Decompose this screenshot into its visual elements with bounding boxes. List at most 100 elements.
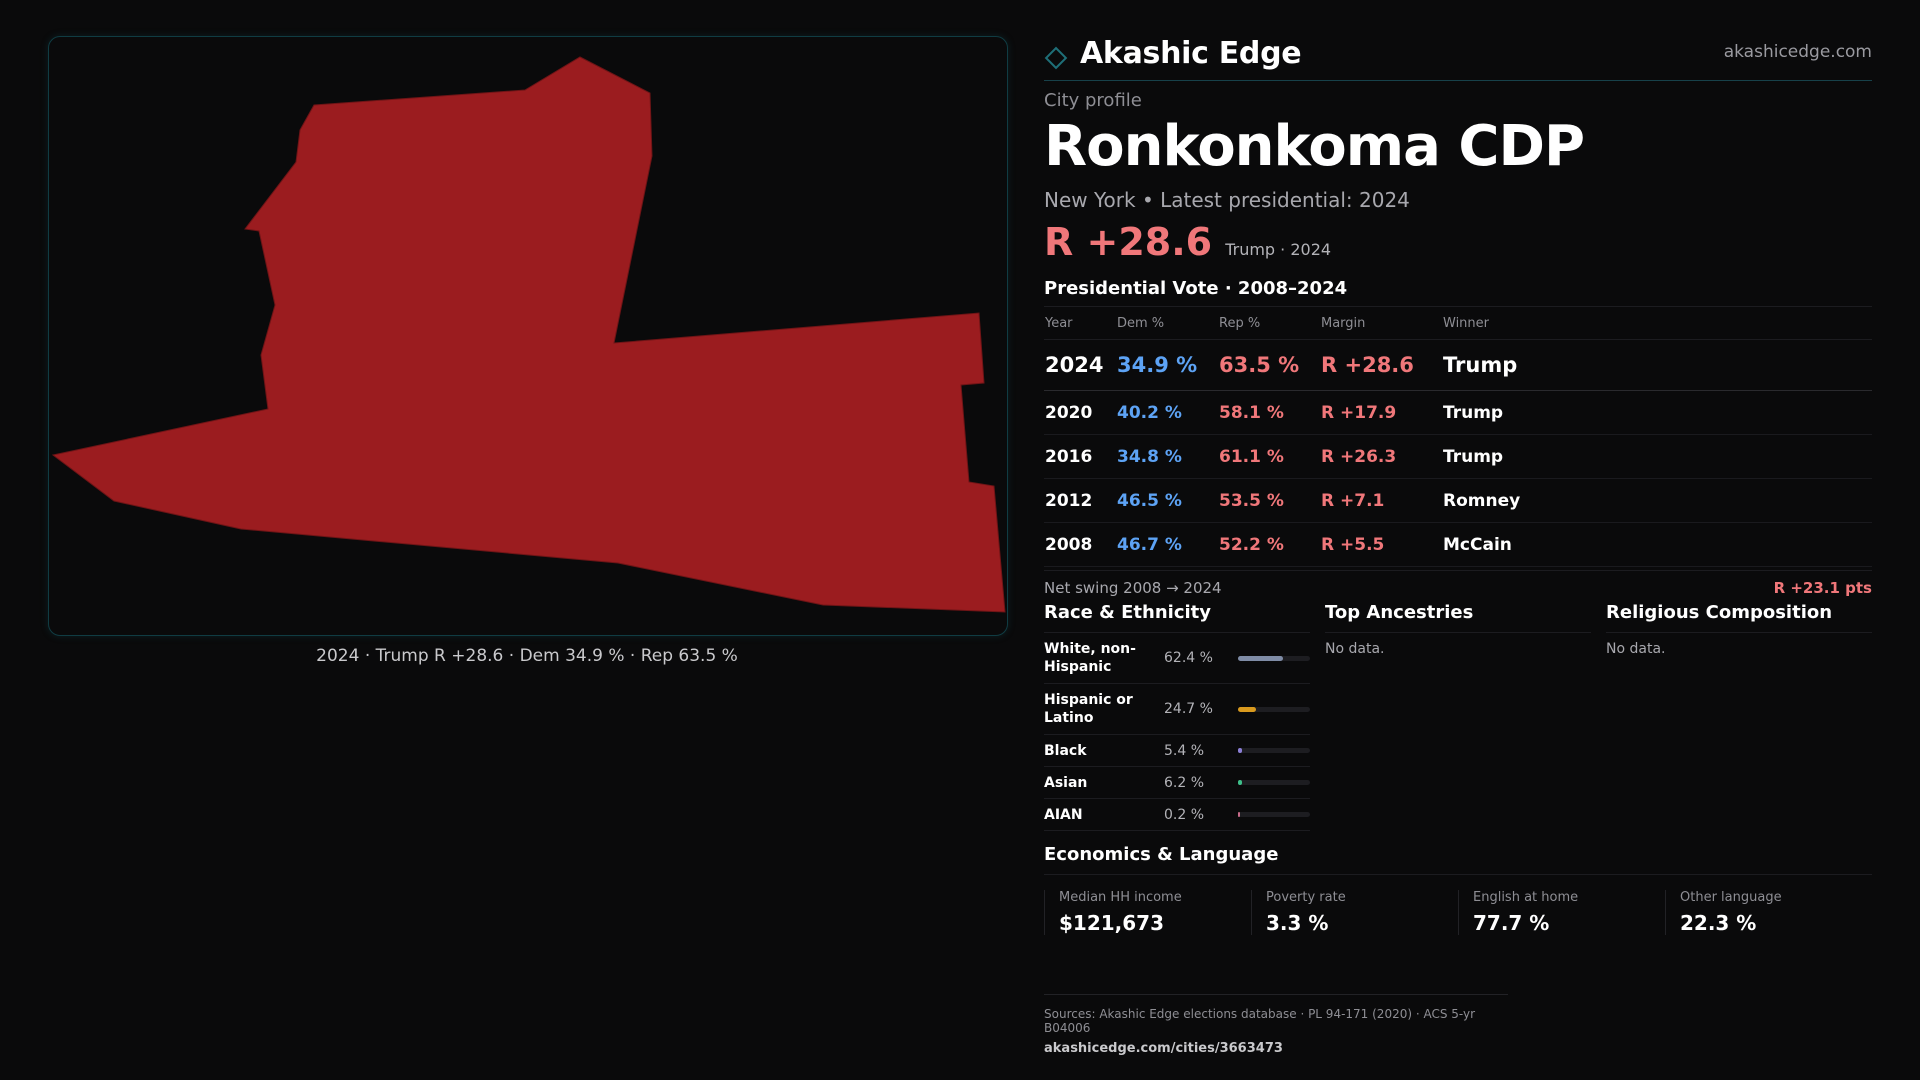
row-winner: Trump xyxy=(1442,434,1872,479)
table-row: 2008 46.7 % 52.2 % R +5.5 McCain xyxy=(1044,522,1872,567)
map-caption: 2024 · Trump R +28.6 · Dem 34.9 % · Rep … xyxy=(316,646,738,666)
page-kicker: City profile xyxy=(1044,90,1142,111)
row-margin: R +17.9 xyxy=(1320,390,1442,435)
net-swing: Net swing 2008 → 2024 R +23.1 pts xyxy=(1044,570,1872,597)
map-frame xyxy=(48,36,1008,636)
presidential-vote-table: Year Dem % Rep % Margin Winner 2024 34.9… xyxy=(1044,306,1872,567)
net-swing-value: R +23.1 pts xyxy=(1773,579,1872,597)
row-winner: Romney xyxy=(1442,478,1872,523)
row-year: 2008 xyxy=(1044,522,1116,567)
net-swing-label: Net swing 2008 → 2024 xyxy=(1044,579,1222,597)
stat-label: Other language xyxy=(1680,890,1782,905)
race-row: Hispanic or Latino 24.7 % xyxy=(1044,684,1310,735)
row-year: 2024 xyxy=(1044,339,1116,391)
city-boundary-map[interactable] xyxy=(49,37,1007,635)
race-bar xyxy=(1238,780,1310,785)
row-margin: R +26.3 xyxy=(1320,434,1442,479)
row-rep-pct: 63.5 % xyxy=(1218,339,1320,391)
stat-value: $121,673 xyxy=(1059,911,1165,935)
race-ethnicity-section: Race & Ethnicity White, non-Hispanic 62.… xyxy=(1044,602,1310,831)
column-header-margin: Margin xyxy=(1320,306,1442,340)
race-name: AIAN xyxy=(1044,806,1083,823)
religion-section-title: Religious Composition xyxy=(1606,602,1872,633)
race-bar-fill xyxy=(1238,748,1242,753)
brand-url-link[interactable]: akashicedge.com xyxy=(1723,42,1872,62)
table-row: 2024 34.9 % 63.5 % R +28.6 Trump xyxy=(1044,339,1872,391)
table-row: 2020 40.2 % 58.1 % R +17.9 Trump xyxy=(1044,390,1872,435)
race-row: Black 5.4 % xyxy=(1044,735,1310,767)
row-winner: Trump xyxy=(1442,339,1872,391)
race-name: Hispanic or Latino xyxy=(1044,692,1133,726)
sources-footer: Sources: Akashic Edge elections database… xyxy=(1044,994,1508,1056)
race-pct: 5.4 % xyxy=(1164,742,1205,759)
column-header-rep: Rep % xyxy=(1218,306,1320,340)
city-boundary-shape[interactable] xyxy=(51,56,1006,613)
location-subline: New York • Latest presidential: 2024 xyxy=(1044,188,1410,212)
stat-value: 77.7 % xyxy=(1473,911,1550,935)
table-header-row: Year Dem % Rep % Margin Winner xyxy=(1044,306,1872,340)
economics-section-title: Economics & Language xyxy=(1044,844,1872,875)
stat-value: 22.3 % xyxy=(1680,911,1757,935)
stat-median-income: Median HH income $121,673 xyxy=(1044,890,1251,935)
row-rep-pct: 52.2 % xyxy=(1218,522,1320,567)
sources-text: Sources: Akashic Edge elections database… xyxy=(1044,1007,1476,1035)
headline-margin: R +28.6 xyxy=(1044,220,1213,264)
race-bar-fill xyxy=(1238,812,1241,817)
page-title: Ronkonkoma CDP xyxy=(1044,114,1585,179)
row-winner: Trump xyxy=(1442,390,1872,435)
stat-label: English at home xyxy=(1473,890,1579,905)
row-margin: R +7.1 xyxy=(1320,478,1442,523)
stat-poverty-rate: Poverty rate 3.3 % xyxy=(1251,890,1458,935)
ancestries-section: Top Ancestries No data. xyxy=(1325,602,1591,657)
ancestries-section-title: Top Ancestries xyxy=(1325,602,1591,633)
row-rep-pct: 58.1 % xyxy=(1218,390,1320,435)
race-bar-fill xyxy=(1238,780,1243,785)
ancestries-empty-text: No data. xyxy=(1325,641,1385,657)
row-rep-pct: 53.5 % xyxy=(1218,478,1320,523)
row-dem-pct: 46.5 % xyxy=(1116,478,1218,523)
row-dem-pct: 34.8 % xyxy=(1116,434,1218,479)
race-name: Black xyxy=(1044,742,1087,759)
race-bar xyxy=(1238,748,1310,753)
religion-section: Religious Composition No data. xyxy=(1606,602,1872,657)
row-year: 2012 xyxy=(1044,478,1116,523)
race-pct: 62.4 % xyxy=(1164,650,1213,666)
row-dem-pct: 40.2 % xyxy=(1116,390,1218,435)
column-header-year: Year xyxy=(1044,306,1116,340)
page-url-link[interactable]: akashicedge.com/cities/3663473 xyxy=(1044,1041,1283,1056)
headline-note: Trump · 2024 xyxy=(1225,240,1332,259)
row-year: 2020 xyxy=(1044,390,1116,435)
row-dem-pct: 34.9 % xyxy=(1116,339,1218,391)
stat-label: Median HH income xyxy=(1059,890,1182,905)
race-pct: 0.2 % xyxy=(1164,806,1205,823)
column-header-winner: Winner xyxy=(1442,306,1872,340)
brand-header: Akashic Edge akashicedge.com xyxy=(1044,36,1872,81)
race-bar xyxy=(1238,812,1310,817)
vote-section-title: Presidential Vote · 2008–2024 xyxy=(1044,278,1348,299)
race-pct: 24.7 % xyxy=(1164,701,1213,717)
race-name: White, non-Hispanic xyxy=(1044,641,1136,675)
table-row: 2016 34.8 % 61.1 % R +26.3 Trump xyxy=(1044,434,1872,479)
race-row: White, non-Hispanic 62.4 % xyxy=(1044,633,1310,684)
race-row: Asian 6.2 % xyxy=(1044,767,1310,799)
economics-stats: Median HH income $121,673 Poverty rate 3… xyxy=(1044,890,1872,935)
profile-panel: Akashic Edge akashicedge.com City profil… xyxy=(1044,36,1872,1056)
stat-label: Poverty rate xyxy=(1266,890,1346,905)
row-rep-pct: 61.1 % xyxy=(1218,434,1320,479)
column-header-dem: Dem % xyxy=(1116,306,1218,340)
race-bar-fill xyxy=(1238,655,1283,661)
race-section-title: Race & Ethnicity xyxy=(1044,602,1310,633)
race-pct: 6.2 % xyxy=(1164,774,1205,791)
stat-english-at-home: English at home 77.7 % xyxy=(1458,890,1665,935)
row-margin: R +28.6 xyxy=(1320,339,1442,391)
race-name: Asian xyxy=(1044,774,1088,791)
row-margin: R +5.5 xyxy=(1320,522,1442,567)
row-dem-pct: 46.7 % xyxy=(1116,522,1218,567)
race-row: AIAN 0.2 % xyxy=(1044,799,1310,831)
race-bar-fill xyxy=(1238,706,1256,712)
table-row: 2012 46.5 % 53.5 % R +7.1 Romney xyxy=(1044,478,1872,523)
race-bar xyxy=(1238,706,1310,712)
stat-value: 3.3 % xyxy=(1266,911,1329,935)
row-year: 2016 xyxy=(1044,434,1116,479)
row-winner: McCain xyxy=(1442,522,1872,567)
